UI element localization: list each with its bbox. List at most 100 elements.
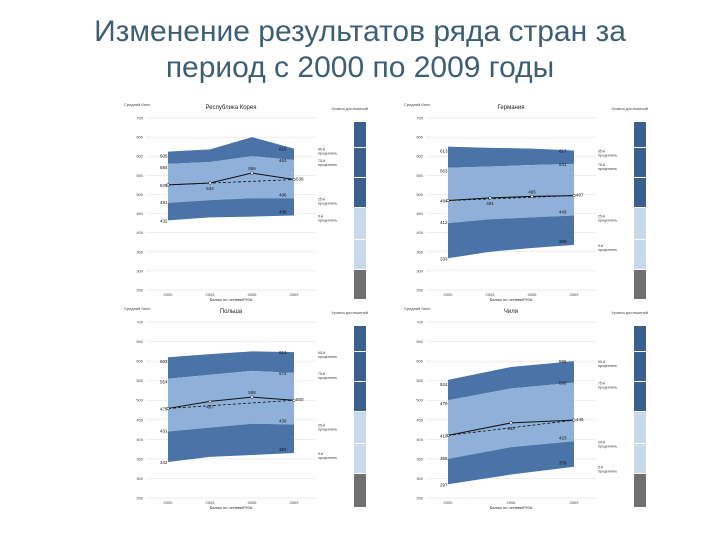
value-label: 556 [248,166,256,171]
mean-point [446,433,450,437]
y-tick-label: 450 [136,211,143,216]
value-label: 497 [576,193,584,198]
value-label: 342 [160,460,168,465]
y-tick-label: 350 [416,456,423,461]
value-label: 617 [559,148,567,153]
value-label: 443 [559,209,567,214]
level-strip-segment [354,412,366,443]
percentile-legend-label: процентиль [318,427,337,431]
y-tick-label: 500 [416,398,423,403]
y-tick-label: 400 [136,230,143,235]
x-tick-label: 2000 [164,292,174,297]
y-tick-label: 500 [416,192,423,197]
y-axis-label: Средний балл [124,102,151,107]
percentile-legend-label: процентиль [318,376,337,380]
value-label: 491 [160,200,168,205]
chart-svg-poland: Средний балл Польша Уровни достижений 700 65… [124,306,368,510]
y-tick-label: 350 [416,249,423,254]
mean-point [166,183,170,187]
value-label: 596 [559,359,567,364]
mean-point [446,199,450,203]
value-label: 524 [440,382,448,387]
x-axis-label: Баллы по чтению/PISA [210,505,253,510]
percentile-legend-label: 75-й [598,382,605,386]
mean-point [166,406,170,410]
percentile-legend-label: процентиль [318,355,337,359]
mean-point [509,421,513,425]
value-label: 491 [486,201,494,206]
level-strip-segment [354,148,366,177]
band-95-75 [168,137,294,164]
levels-label: Уровни достижений [331,310,368,315]
level-strip-segment [354,382,366,411]
level-strip-segment [354,474,366,507]
y-tick-label: 550 [136,378,143,383]
value-label: 297 [440,482,448,487]
y-tick-label: 700 [416,116,423,121]
y-tick-label: 600 [136,359,143,364]
mean-point [530,194,534,198]
y-tick-label: 650 [416,135,423,140]
value-label: 365 [440,456,448,461]
y-tick-label: 550 [416,173,423,178]
value-label: 387 [279,447,287,452]
level-strip-segment [354,240,366,269]
level-strip-segment [354,352,366,381]
value-label: 423 [559,435,567,440]
y-tick-label: 450 [416,211,423,216]
level-strip-segment [634,444,646,473]
level-strip-segment [634,352,646,381]
value-label: 525 [160,183,168,188]
levels-label: Уровни достижений [611,310,648,315]
y-tick-label: 350 [136,249,143,254]
chart-title: Германия [498,105,525,111]
value-label: 479 [160,406,168,411]
level-strip-segment [634,208,646,239]
percentile-legend-label: 75-й [318,159,325,163]
percentile-legend-label: 25-й [598,440,605,444]
percentile-legend-label: 5-й [598,244,603,248]
band-95-75 [448,146,574,168]
trend-line [167,399,295,409]
y-tick-label: 300 [136,476,143,481]
slide-title-line2: период с 2000 по 2009 годы [165,51,555,84]
percentile-legend-label: 95-й [318,148,325,152]
band-75-25 [168,156,294,203]
percentile-legend-label: процентиль [598,444,617,448]
mean-point [208,399,212,403]
value-label: 508 [248,390,256,395]
y-tick-label: 250 [416,288,423,293]
percentile-legend-label: 95-й [598,360,605,364]
y-tick-label: 500 [136,192,143,197]
mean-point [250,395,254,399]
value-label: 439 [279,418,287,423]
value-label: 500 [296,397,304,402]
x-tick-label: 2003 [206,292,216,297]
chart-svg-korea: Средний балл Республика Корея Уровни дости… [124,102,368,302]
y-axis-label: Средний балл [124,306,151,311]
value-label: 412 [440,220,448,225]
band-75-25 [448,163,574,224]
x-tick-label: 2006 [248,500,258,505]
level-strip-segment [634,122,646,147]
level-strip-segment [354,444,366,473]
level-strip-segment [634,178,646,207]
mean-point [292,398,296,402]
y-tick-label: 600 [416,359,423,364]
levels-label: Уровни достижений [331,106,368,111]
percentile-legend-label: процентиль [598,470,617,474]
level-strip-segment [634,326,646,351]
value-label: 495 [528,189,536,194]
value-label: 438 [279,209,287,214]
level-strip-segment [354,326,366,351]
trend-line [167,179,295,186]
y-tick-label: 400 [136,437,143,442]
mean-point [488,196,492,200]
chart-title: Польша [220,309,243,315]
percentile-legend-label: процентиль [598,218,617,222]
y-tick-label: 250 [136,496,143,501]
slide-title: Изменение результатов ряда стран за пери… [0,14,720,86]
x-tick-label: 2000 [444,500,454,505]
chart-panel-chile: Средний балл Чили Уровни достижений 700 650 6… [398,304,652,514]
value-label: 616 [279,147,287,152]
